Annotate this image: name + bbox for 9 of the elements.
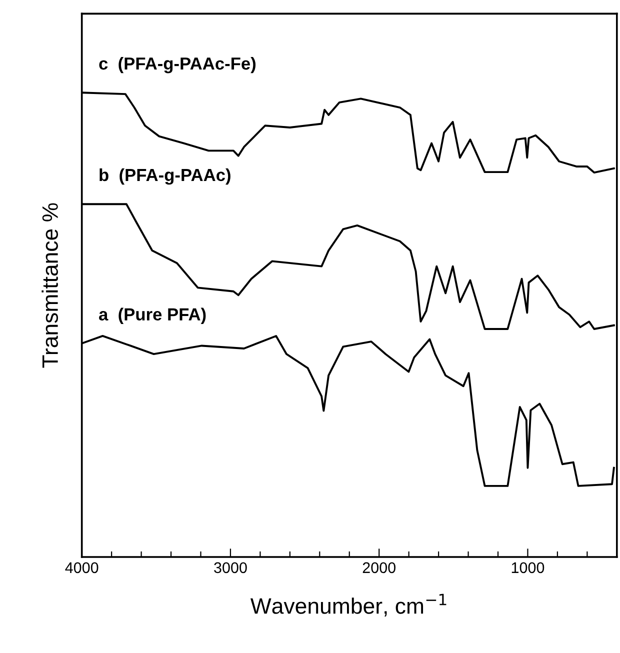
x-tick-label: 3000 xyxy=(214,562,247,574)
series-label: c (PFA-g-PAAc-Fe) xyxy=(99,56,256,74)
y-axis-title: Transmittance % xyxy=(42,203,58,368)
series-label: b (PFA-g-PAAc) xyxy=(100,168,230,185)
x-tick-label: 1000 xyxy=(512,562,544,574)
series-label: a (Pure PFA) xyxy=(99,308,206,324)
x-tick-label: 4000 xyxy=(65,562,98,574)
x-axis-title: Wavenumber, cm$^{−1}$ xyxy=(250,594,446,617)
x-tick-label: 2000 xyxy=(362,562,396,574)
